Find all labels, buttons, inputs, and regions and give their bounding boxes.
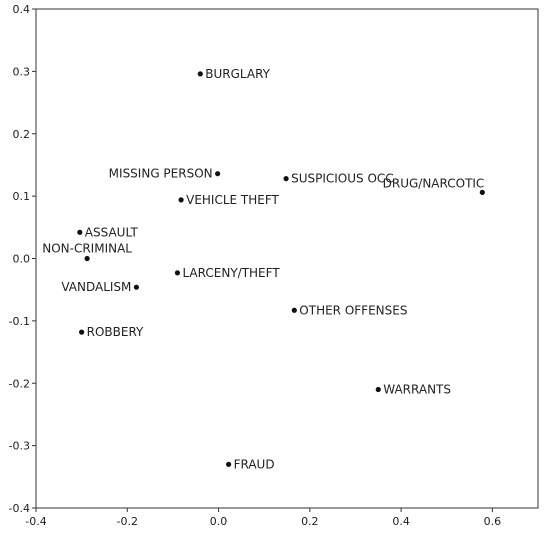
data-point [77,229,83,235]
point-label: VANDALISM [61,280,131,294]
point-label: DRUG/NARCOTIC [383,176,485,190]
x-tick-label: 0.4 [392,515,410,528]
x-tick-label: 0.0 [210,515,228,528]
point-label: VEHICLE THEFT [186,193,279,207]
x-tick-label: -0.4 [25,515,46,528]
data-point [215,171,221,177]
x-tick-label: 0.2 [301,515,319,528]
data-point [291,307,297,313]
point-label: WARRANTS [383,382,451,396]
x-tick-label: -0.2 [117,515,138,528]
data-point [479,189,485,195]
y-tick-label: 0.0 [13,253,31,266]
data-point [174,270,181,276]
point-label: LARCENY/THEFT [182,266,280,280]
y-tick-label: -0.1 [9,315,30,328]
x-tick-label: 0.6 [484,515,502,528]
y-tick-label: 0.4 [13,3,31,16]
point-label: ASSAULT [85,225,139,239]
data-point [178,197,184,203]
data-point [84,255,90,262]
y-tick-label: 0.3 [13,65,31,78]
data-point [375,386,381,393]
data-point [133,284,139,290]
point-label: FRAUD [234,457,275,471]
point-label: MISSING PERSON [109,167,213,181]
point-label: OTHER OFFENSES [299,303,407,317]
data-point [283,176,289,182]
plot-frame [35,8,539,509]
data-point [79,329,85,335]
data-point [197,71,203,77]
data-points: BURGLARY MISSING PERSON SUSPICIOUS OCCDRUG… [42,67,485,471]
y-tick-label: 0.1 [13,190,31,203]
point-label: BURGLARY [205,67,270,81]
x-axis: -0.4 -0.2 0.0 0.2 0.4 0.6 [25,508,501,528]
point-label: NON-CRIMINAL [42,242,132,256]
point-label: ROBBERY [87,325,144,339]
point-label: SUSPICIOUS OCC [291,172,394,186]
y-tick-label: -0.4 [9,502,30,515]
y-tick-label: -0.2 [9,377,30,390]
data-point [225,461,232,467]
y-tick-label: 0.2 [13,128,31,141]
y-axis: 0.4 0.3 0.2 0.1 0.0 -0.1 -0.2 -0.3 -0.4 [9,3,36,515]
y-tick-label: -0.3 [9,440,30,453]
